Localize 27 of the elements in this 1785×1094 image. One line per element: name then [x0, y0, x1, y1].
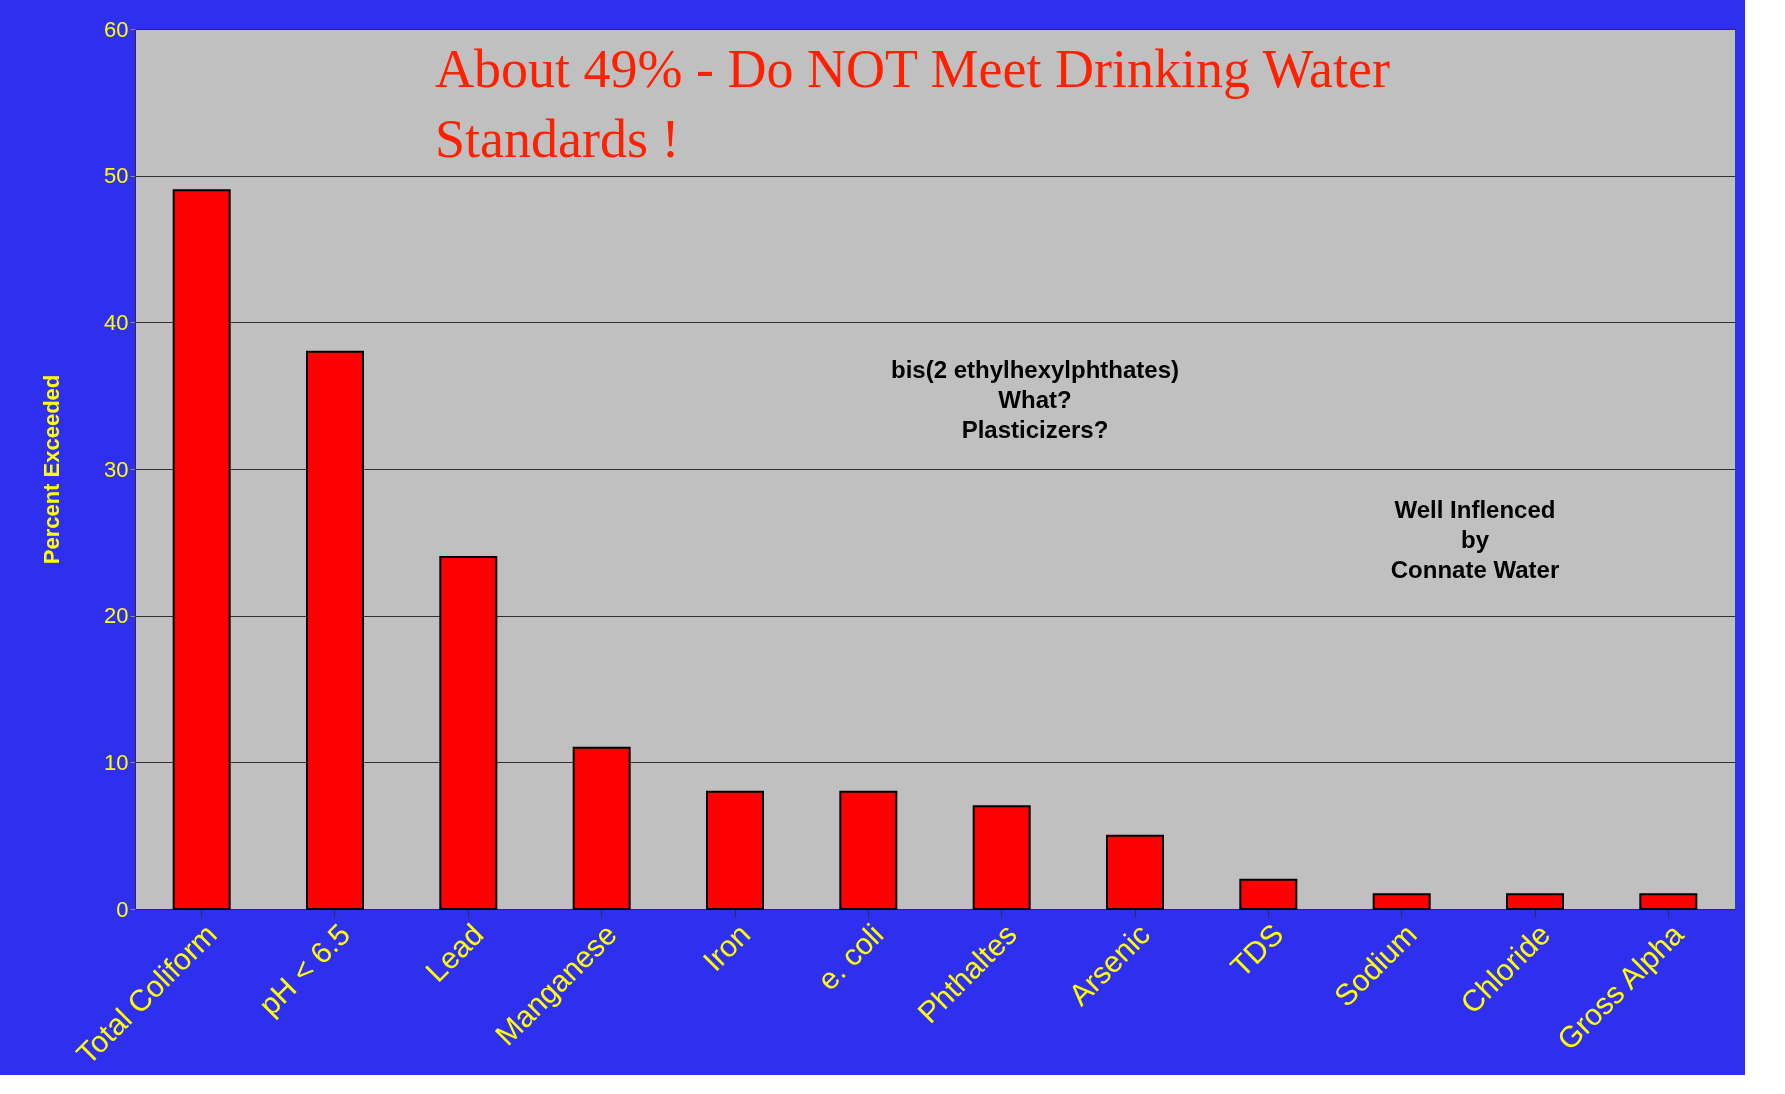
x-tick-label: e. coli: [810, 917, 890, 997]
annotation: bis(2 ethylhexylphthates) What? Plasticizers?: [890, 356, 1180, 443]
annotation: Well Inflenced by Connate Water: [1390, 496, 1560, 583]
bar: [1506, 893, 1564, 910]
bar: [1372, 893, 1431, 910]
bar: [839, 790, 898, 910]
x-tick-label: pH < 6.5: [252, 917, 357, 1022]
y-tick-label: 0: [116, 896, 129, 922]
y-tick-label: 20: [104, 603, 129, 629]
y-tick-label: 50: [104, 163, 129, 189]
x-tick-label: Iron: [696, 917, 757, 978]
y-tick-label: 10: [104, 749, 129, 775]
bar: [1639, 893, 1698, 910]
bar: [572, 746, 631, 910]
bar: [172, 189, 231, 910]
bar: [306, 350, 364, 910]
bar: [706, 790, 764, 910]
y-tick-label: 60: [104, 16, 129, 42]
text: About 49% - Do NOT Meet Drinking Water Standards !: [435, 39, 1391, 169]
bar: [1239, 878, 1298, 910]
x-tick-label: TDS: [1223, 917, 1290, 984]
y-axis-title: Percent Exceeded: [39, 374, 65, 565]
bar: [439, 556, 498, 910]
bar: [972, 805, 1031, 910]
y-tick-label: 30: [104, 456, 129, 482]
y-tick-label: 40: [104, 309, 129, 335]
bar: [1106, 834, 1164, 910]
